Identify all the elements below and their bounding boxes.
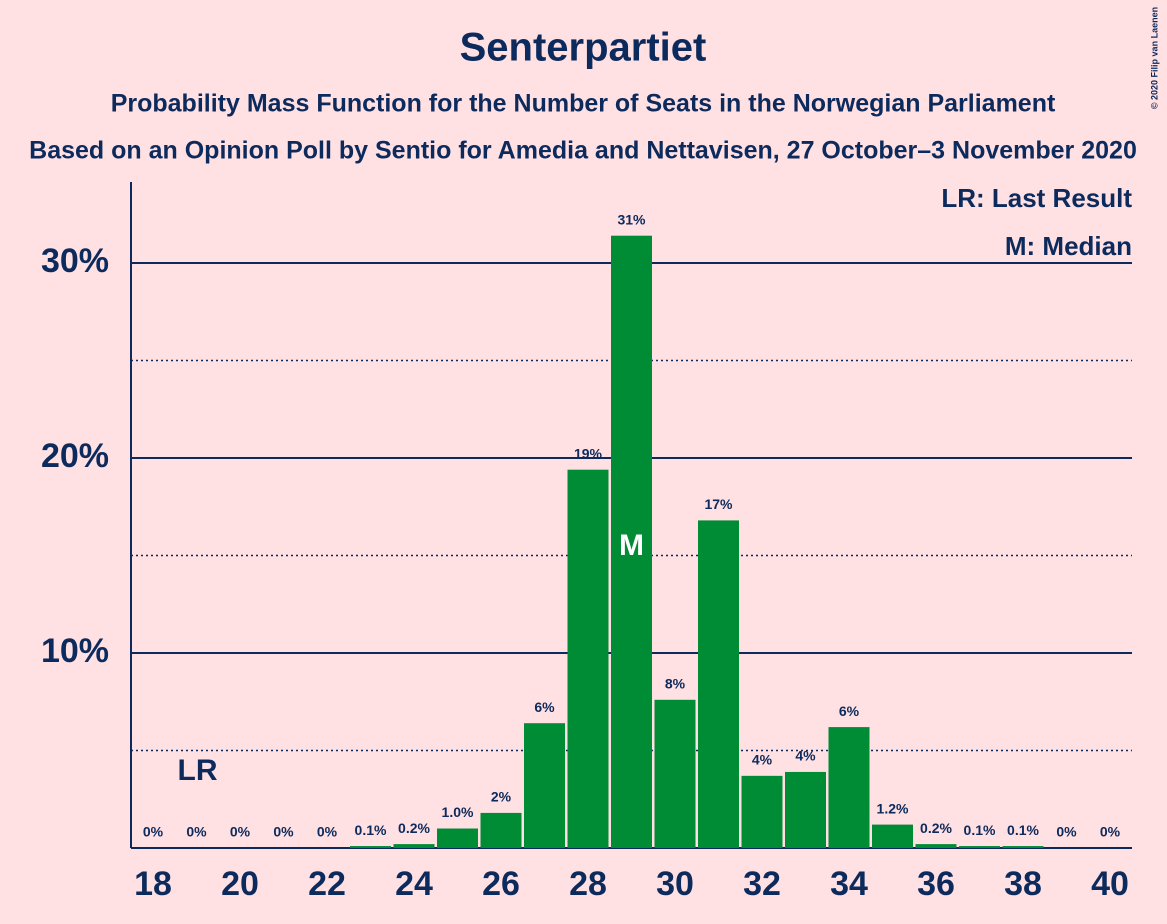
bar (480, 812, 522, 848)
value-label: 6% (534, 699, 555, 715)
x-tick-label: 28 (569, 865, 607, 903)
x-tick-label: 38 (1004, 865, 1042, 903)
bar (654, 699, 696, 848)
bar (1002, 846, 1044, 848)
value-label: 0.2% (398, 820, 430, 836)
value-label: 0% (230, 824, 251, 840)
chart-subtitle: Based on an Opinion Poll by Sentio for A… (29, 137, 1137, 165)
bar (567, 469, 609, 848)
bar (785, 771, 826, 848)
bar (698, 520, 739, 848)
value-label: 31% (617, 211, 646, 227)
value-label: 0% (186, 824, 207, 840)
value-label: 0% (317, 824, 338, 840)
x-tick-label: 18 (134, 865, 172, 903)
value-label: 2% (491, 789, 512, 805)
bar (741, 775, 783, 848)
annotation: LR (178, 754, 218, 787)
value-label: 6% (839, 703, 860, 719)
bar (828, 727, 870, 848)
x-tick-label: 36 (917, 865, 955, 903)
x-tick-label: 26 (482, 865, 520, 903)
bar (350, 846, 391, 848)
bar (611, 235, 652, 848)
y-tick-label: 30% (41, 242, 109, 280)
value-label: 8% (665, 676, 686, 692)
value-label: 0% (1100, 824, 1121, 840)
bar (915, 844, 957, 848)
x-tick-label: 20 (221, 865, 259, 903)
value-label: 1.0% (442, 804, 474, 820)
bar (393, 844, 435, 848)
value-label: 0.1% (355, 822, 387, 838)
x-tick-label: 24 (395, 865, 433, 903)
chart-subtitle: Probability Mass Function for the Number… (111, 90, 1056, 118)
bar (437, 828, 478, 848)
annotation: M (619, 529, 644, 562)
x-tick-label: 22 (308, 865, 346, 903)
value-label: 19% (574, 445, 603, 461)
legend-entry: LR: Last Result (941, 183, 1132, 213)
x-tick-label: 32 (743, 865, 781, 903)
bar (959, 846, 1000, 848)
value-label: 0% (1056, 824, 1077, 840)
value-label: 0.2% (920, 820, 952, 836)
bar (524, 723, 565, 848)
value-label: 0.1% (1007, 822, 1039, 838)
value-label: 4% (752, 752, 773, 768)
legend-entry: M: Median (1005, 231, 1132, 261)
y-tick-label: 20% (41, 437, 109, 475)
value-label: 4% (795, 748, 816, 764)
copyright: © 2020 Filip van Laenen (1149, 7, 1159, 109)
y-tick-label: 10% (41, 632, 109, 670)
value-label: 0% (273, 824, 294, 840)
chart-title: Senterpartiet (460, 26, 707, 70)
value-label: 0% (143, 824, 164, 840)
bar (872, 824, 913, 848)
value-label: 0.1% (964, 822, 996, 838)
value-label: 17% (704, 496, 733, 512)
value-label: 1.2% (877, 800, 909, 816)
x-tick-label: 30 (656, 865, 694, 903)
x-tick-label: 34 (830, 865, 868, 903)
x-tick-label: 40 (1091, 865, 1129, 903)
